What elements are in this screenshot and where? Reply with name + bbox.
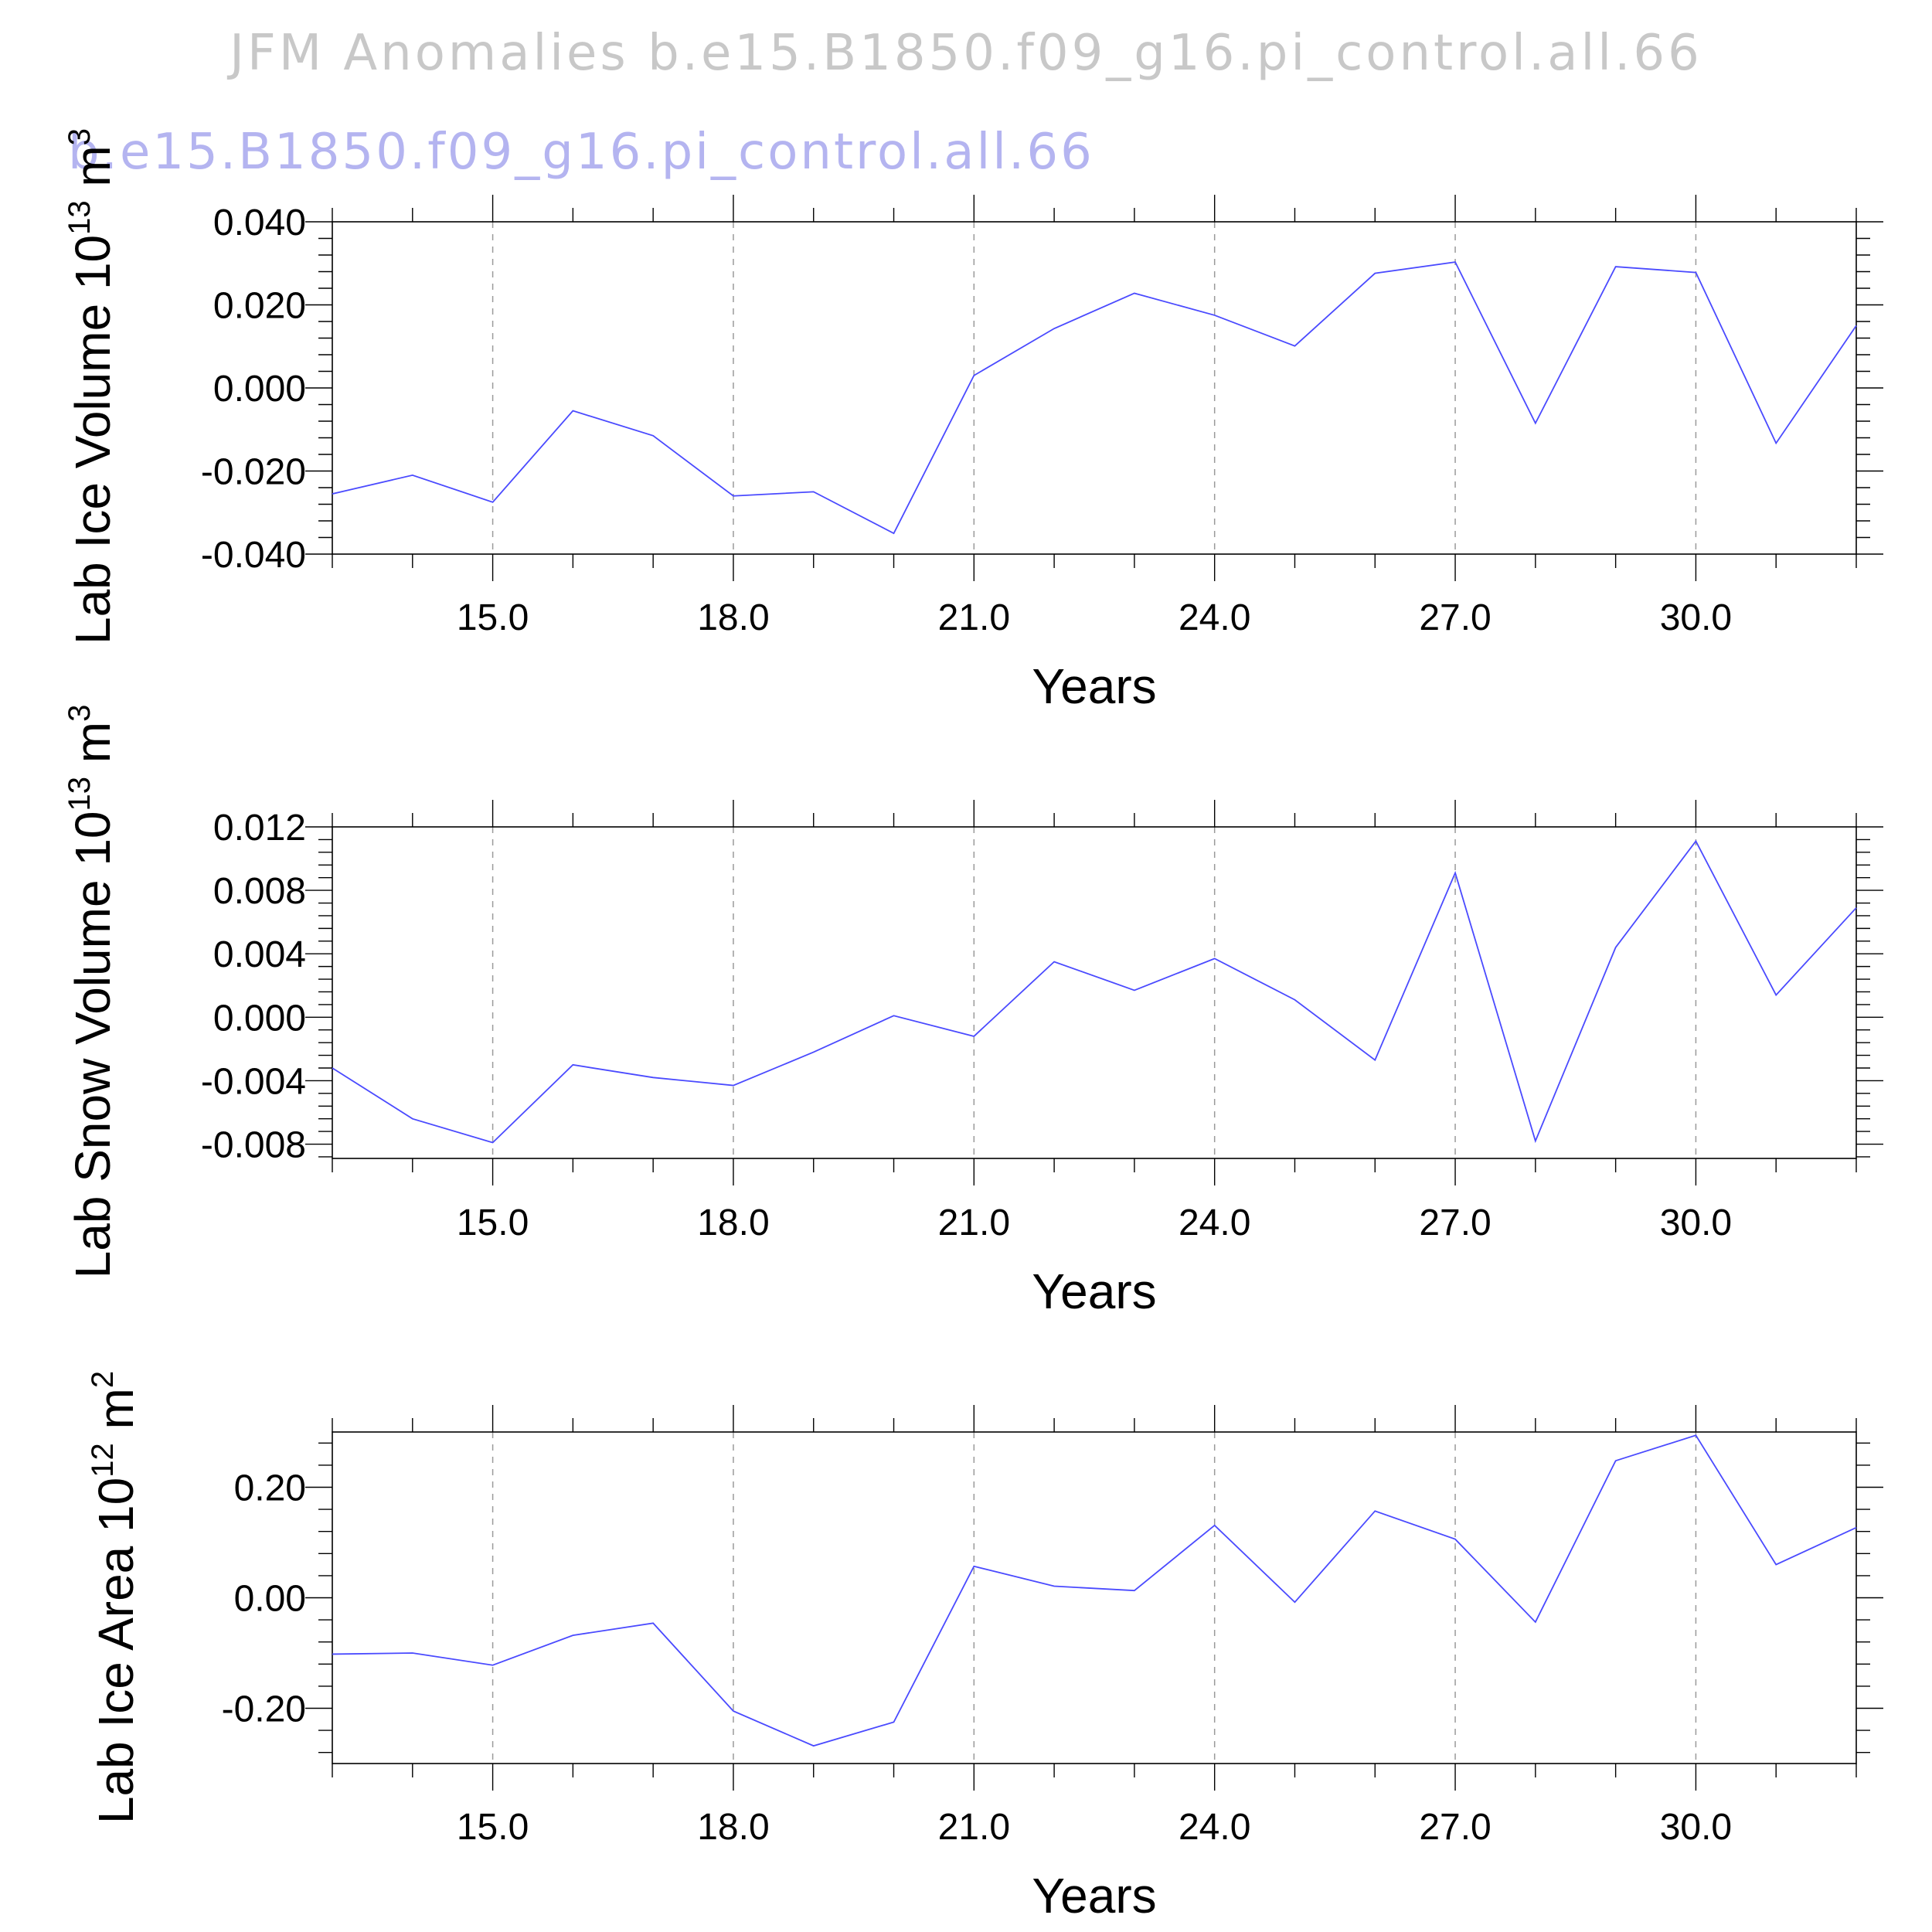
y-axis-label-unit-exponent: 3 <box>63 128 97 145</box>
x-tick-label: 30.0 <box>1660 1202 1732 1243</box>
y-axis-label-unit-exponent: 3 <box>63 705 97 722</box>
y-axis-label-exponent: 13 <box>63 777 97 811</box>
x-tick-label: 30.0 <box>1660 1807 1732 1848</box>
x-tick-label: 15.0 <box>457 597 529 638</box>
y-axis-label-text: Lab Ice Area 10 <box>88 1478 144 1824</box>
series-line-1 <box>332 839 1857 1144</box>
x-axis-label: Years <box>1032 658 1156 714</box>
x-tick-label: 18.0 <box>697 597 769 638</box>
plot-frame <box>332 1431 1857 1764</box>
figure-subtitle: b.e15.B1850.f09_g16.pi_control.all.66 <box>68 124 1094 181</box>
y-tick-label: -0.040 <box>201 535 306 576</box>
y-tick-label: 0.012 <box>213 808 306 849</box>
x-tick-label: 30.0 <box>1660 597 1732 638</box>
chart-panels: 15.0 18.0 21.0 24.0 27.0 30.0 -0.040 -0.020 0.00… <box>63 128 1883 1923</box>
y-tick-label: 0.00 <box>234 1579 306 1620</box>
y-tick-label: -0.008 <box>201 1125 306 1166</box>
plot-frame <box>332 826 1857 1159</box>
y-tick-label: 0.008 <box>213 871 306 912</box>
x-tick-label: 24.0 <box>1179 1807 1250 1848</box>
x-tick-label: 18.0 <box>697 1807 769 1848</box>
y-tick-label: 0.000 <box>213 998 306 1039</box>
chart-panel-3: 15.0 18.0 21.0 24.0 27.0 30.0 -0.20 0.00 0.20 Yea… <box>86 1371 1883 1923</box>
x-tick-label: 21.0 <box>938 1202 1010 1243</box>
y-tick-label: 0.000 <box>213 369 306 410</box>
plot-frame <box>332 221 1857 555</box>
x-tick-label: 21.0 <box>938 597 1010 638</box>
y-axis-label: Lab Ice Volume 1013 m3 <box>63 128 121 645</box>
x-tick-label: 21.0 <box>938 1807 1010 1848</box>
y-axis-label-text: Lab Snow Volume 10 <box>65 811 121 1278</box>
x-tick-label: 15.0 <box>457 1202 529 1243</box>
x-tick-label: 24.0 <box>1179 597 1250 638</box>
x-tick-label: 27.0 <box>1419 1807 1491 1848</box>
series-line-1 <box>332 261 1857 535</box>
figure-title: JFM Anomalies b.e15.B1850.f09_g16.pi_con… <box>226 25 1702 82</box>
y-axis-label: Lab Ice Area 1012 m2 <box>86 1371 144 1824</box>
y-tick-label: 0.020 <box>213 286 306 327</box>
y-tick-label: -0.020 <box>201 452 306 493</box>
x-axis-label: Years <box>1032 1264 1156 1319</box>
x-tick-label: 27.0 <box>1419 1202 1491 1243</box>
y-tick-label: 0.004 <box>213 934 306 975</box>
x-tick-label: 24.0 <box>1179 1202 1250 1243</box>
y-axis-label: Lab Snow Volume 1013 m3 <box>63 705 121 1279</box>
y-axis-label-unit: m <box>65 722 121 777</box>
y-axis-label-unit: m <box>88 1388 144 1443</box>
y-axis-label-exponent: 13 <box>63 200 97 235</box>
y-axis-label-exponent: 12 <box>86 1443 120 1478</box>
series-line-1 <box>332 1434 1857 1747</box>
y-axis-label-unit-exponent: 2 <box>86 1371 120 1388</box>
x-tick-label: 18.0 <box>697 1202 769 1243</box>
x-axis-label: Years <box>1032 1868 1156 1923</box>
y-tick-label: 0.20 <box>234 1468 306 1509</box>
y-tick-label: -0.004 <box>201 1061 306 1102</box>
chart-panel-1: 15.0 18.0 21.0 24.0 27.0 30.0 -0.040 -0.020 0.00… <box>63 128 1883 714</box>
x-tick-label: 27.0 <box>1419 597 1491 638</box>
y-axis-label-text: Lab Ice Volume 10 <box>65 235 121 645</box>
y-tick-label: -0.20 <box>222 1689 306 1730</box>
y-tick-label: 0.040 <box>213 202 306 243</box>
y-axis-label-unit: m <box>65 145 121 200</box>
x-tick-label: 15.0 <box>457 1807 529 1848</box>
chart-panel-2: 15.0 18.0 21.0 24.0 27.0 30.0 -0.008 -0.004 0.00… <box>63 705 1883 1319</box>
